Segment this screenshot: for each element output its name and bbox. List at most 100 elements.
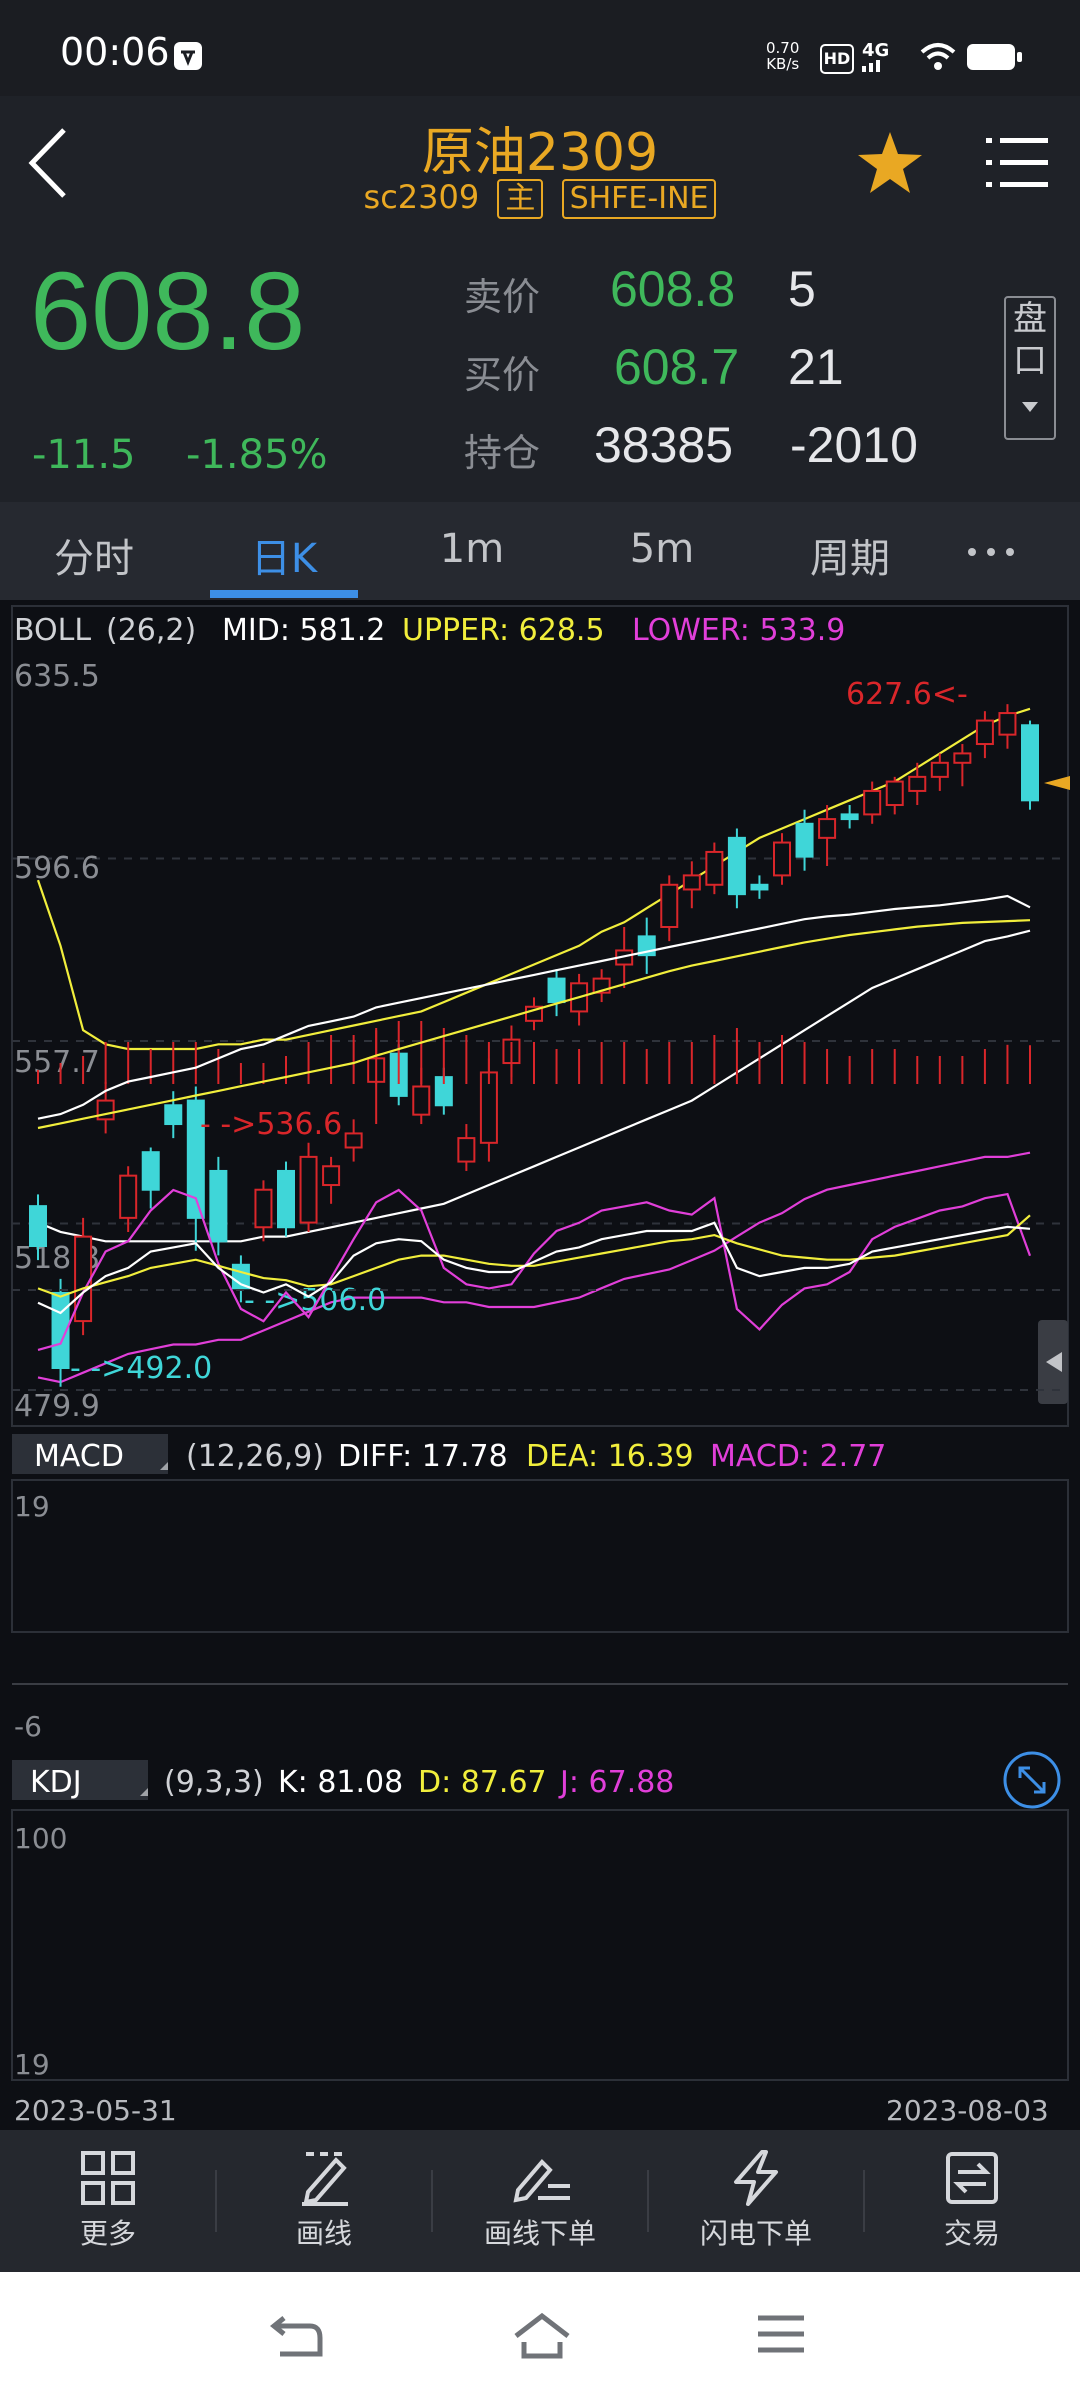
bottom-toolbar: 更多 画线 画线下单 闪电下单 交易 xyxy=(0,2130,1080,2272)
active-tab-indicator xyxy=(210,590,358,598)
open-interest: 38385 xyxy=(594,417,734,473)
candle-down xyxy=(186,1099,205,1219)
boll-name: BOLL xyxy=(14,613,91,648)
date-start: 2023-05-31 xyxy=(14,2094,177,2127)
draw-line-label: 画线 xyxy=(295,2217,352,2250)
kdj-axis-top: 100 xyxy=(14,1822,67,1855)
bid-label: 买价 xyxy=(464,353,541,397)
candle-up xyxy=(885,780,904,807)
kline-chart[interactable]: BOLL (26,2) MID: 581.2 UPPER: 628.5 LOWE… xyxy=(0,600,1080,2130)
macd-diff: DIFF: 17.78 xyxy=(338,1439,508,1474)
draw-line-order-button[interactable]: 画线下单 xyxy=(432,2150,648,2252)
pencil-line-icon xyxy=(513,2159,570,2203)
boll-lower: LOWER: 533.9 xyxy=(632,613,845,648)
candle-down xyxy=(164,1104,183,1126)
candles xyxy=(29,704,1039,1387)
price-axis-label: 479.9 xyxy=(14,1389,100,1424)
candle-up xyxy=(863,789,882,816)
candle-up xyxy=(299,1155,318,1224)
symbol-code: sc2309 xyxy=(363,178,480,216)
boll-params: (26,2) xyxy=(106,613,196,648)
instrument-subtitle: sc2309 主 SHFE-INE xyxy=(0,178,1080,219)
price-change-pct: -1.85% xyxy=(186,432,328,478)
candle-up xyxy=(344,1132,363,1149)
candle-up xyxy=(96,1099,115,1121)
menu-nav-icon[interactable] xyxy=(756,2312,806,2356)
menu-icon[interactable] xyxy=(986,132,1048,192)
exchange-tag: SHFE-INE xyxy=(561,179,717,219)
toolbar-divider xyxy=(215,2170,217,2232)
kdj-k-line xyxy=(37,1221,1031,1315)
cast-icon xyxy=(174,42,202,70)
tab-1m[interactable]: 1m xyxy=(439,526,505,572)
kdj-panel-frame xyxy=(11,1809,1069,2081)
boll-mid-line xyxy=(37,929,1031,1243)
bid-volume: 21 xyxy=(788,339,844,395)
candle-up xyxy=(74,1235,93,1323)
back-icon[interactable] xyxy=(26,126,70,200)
tab-daily-k[interactable]: 日K xyxy=(250,536,318,582)
order-book-button[interactable]: 盘 口 xyxy=(1004,296,1056,440)
toolbar-divider xyxy=(647,2170,649,2232)
macd-params: (12,26,9) xyxy=(186,1439,324,1474)
more-button[interactable]: 更多 xyxy=(0,2150,216,2252)
kdj-d: D: 87.67 xyxy=(418,1765,547,1800)
kdj-selector[interactable] xyxy=(12,1760,148,1800)
candle-up xyxy=(953,752,972,764)
status-time: 00:06 xyxy=(60,30,170,74)
macd-name: MACD xyxy=(34,1439,124,1474)
candle-down xyxy=(1021,724,1039,802)
corner-triangle-icon xyxy=(160,1462,168,1470)
open-interest-change: -2010 xyxy=(790,417,918,473)
tab-5m[interactable]: 5m xyxy=(629,526,695,572)
fullscreen-button[interactable] xyxy=(1003,1751,1061,1809)
price-axis-label: 596.6 xyxy=(14,851,100,886)
home-nav-icon[interactable] xyxy=(512,2312,572,2360)
main-contract-tag: 主 xyxy=(497,179,544,219)
mark-annotation: - ->506.0 xyxy=(244,1283,386,1318)
tab-timeshare[interactable]: 分时 xyxy=(54,536,134,582)
boll-lower-line xyxy=(37,1151,1031,1384)
candle-down xyxy=(209,1169,228,1243)
ask-volume: 5 xyxy=(788,261,816,317)
exchange-icon xyxy=(946,2152,998,2204)
kdj-plot xyxy=(37,1188,1032,1351)
more-dots-icon[interactable] xyxy=(966,546,1016,558)
candle-up xyxy=(908,775,927,792)
expand-icon xyxy=(1018,1766,1046,1794)
corner-triangle-icon xyxy=(140,1788,148,1796)
battery-icon xyxy=(967,44,1022,70)
flash-order-button[interactable]: 闪电下单 xyxy=(648,2150,864,2252)
ask-label: 卖价 xyxy=(464,275,541,319)
candle-down xyxy=(547,977,566,1004)
candle-up xyxy=(412,1085,431,1116)
more-label: 更多 xyxy=(79,2217,136,2250)
kdj-j: J: 67.88 xyxy=(558,1765,674,1800)
tab-period[interactable]: 周期 xyxy=(810,536,890,582)
date-end: 2023-08-03 xyxy=(886,2094,1049,2127)
quote-panel: 608.8 -11.5 -1.85% 卖价 608.8 5 买价 608.7 2… xyxy=(0,236,1080,502)
macd-dea-line xyxy=(37,919,1031,1130)
back-nav-icon[interactable] xyxy=(270,2312,326,2360)
price-axis-label: 635.5 xyxy=(14,659,100,694)
kdj-d-line xyxy=(37,1214,1031,1298)
draw-line-button[interactable]: 画线 xyxy=(216,2150,432,2252)
trade-button[interactable]: 交易 xyxy=(864,2150,1080,2252)
trade-label: 交易 xyxy=(943,2217,1000,2250)
instrument-title: 原油2309 xyxy=(421,123,659,183)
candle-up xyxy=(975,719,994,746)
wifi-icon xyxy=(920,43,956,70)
high-annotation: 627.6<- xyxy=(846,677,968,712)
order-book-label-2: 口 xyxy=(1013,341,1047,381)
ask-price: 608.8 xyxy=(610,261,736,317)
main-panel-frame xyxy=(11,605,1069,1427)
candle-down xyxy=(840,813,859,821)
star-icon[interactable] xyxy=(856,130,924,196)
period-tabs: 分时 日K 1m 5m 周期 xyxy=(0,502,1080,602)
draw-line-order-label: 画线下单 xyxy=(483,2217,596,2250)
status-bar: 00:06 0.70 KB/s HD 4G xyxy=(0,0,1080,96)
macd-selector[interactable] xyxy=(12,1434,168,1474)
candle-down xyxy=(277,1169,295,1229)
toolbar-divider xyxy=(431,2170,433,2232)
pencil-icon xyxy=(302,2152,348,2206)
